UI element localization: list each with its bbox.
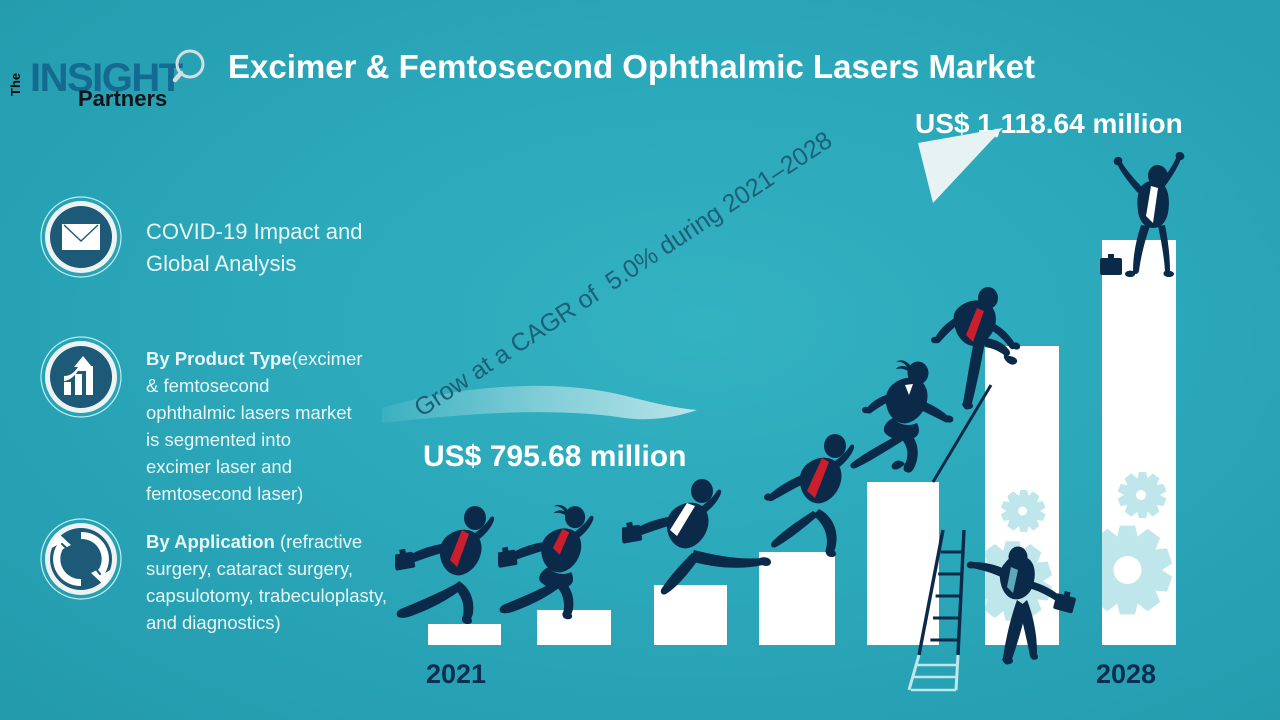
svg-text:The: The bbox=[8, 73, 23, 96]
svg-text:Partners: Partners bbox=[78, 86, 167, 108]
